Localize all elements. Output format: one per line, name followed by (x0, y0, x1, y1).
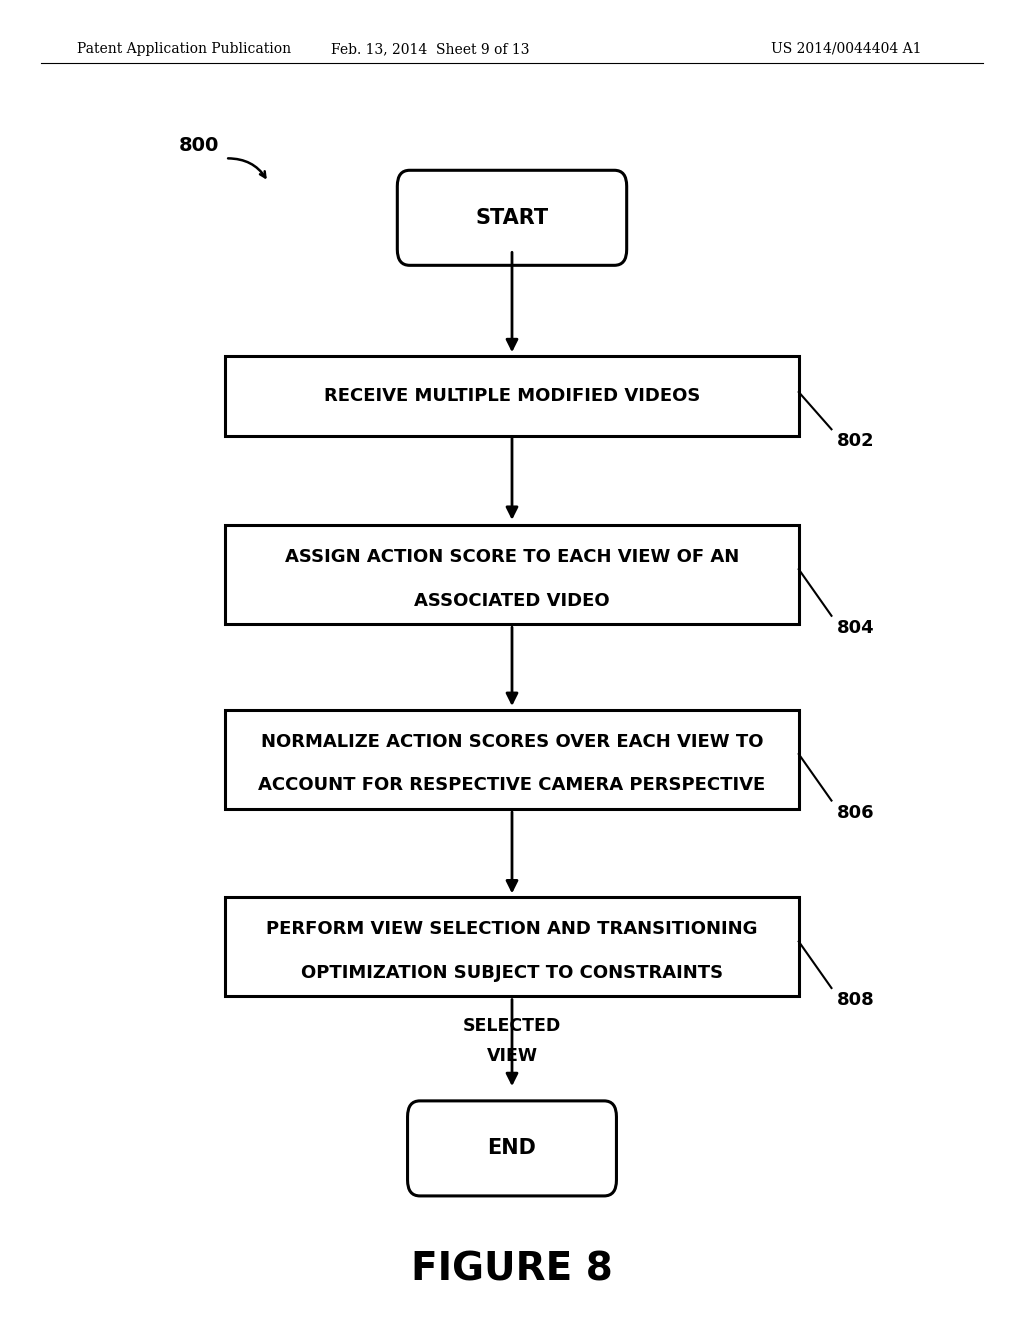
Text: ACCOUNT FOR RESPECTIVE CAMERA PERSPECTIVE: ACCOUNT FOR RESPECTIVE CAMERA PERSPECTIV… (258, 776, 766, 795)
Text: 808: 808 (837, 991, 874, 1008)
Bar (225, 898, 799, 997)
Text: ASSOCIATED VIDEO: ASSOCIATED VIDEO (414, 591, 610, 610)
Text: END: END (487, 1138, 537, 1159)
Text: 804: 804 (837, 619, 874, 636)
Text: RECEIVE MULTIPLE MODIFIED VIDEOS: RECEIVE MULTIPLE MODIFIED VIDEOS (324, 387, 700, 405)
Text: PERFORM VIEW SELECTION AND TRANSITIONING: PERFORM VIEW SELECTION AND TRANSITIONING (266, 920, 758, 939)
Text: Patent Application Publication: Patent Application Publication (77, 42, 291, 55)
Text: OPTIMIZATION SUBJECT TO CONSTRAINTS: OPTIMIZATION SUBJECT TO CONSTRAINTS (301, 964, 723, 982)
Text: 802: 802 (837, 432, 874, 450)
Text: 806: 806 (837, 804, 874, 821)
Text: SELECTED: SELECTED (463, 1016, 561, 1035)
FancyBboxPatch shape (397, 170, 627, 265)
Text: NORMALIZE ACTION SCORES OVER EACH VIEW TO: NORMALIZE ACTION SCORES OVER EACH VIEW T… (261, 733, 763, 751)
Text: VIEW: VIEW (486, 1047, 538, 1065)
Text: FIGURE 8: FIGURE 8 (411, 1251, 613, 1288)
Text: START: START (475, 207, 549, 228)
Text: Feb. 13, 2014  Sheet 9 of 13: Feb. 13, 2014 Sheet 9 of 13 (331, 42, 529, 55)
Bar (225, 710, 799, 808)
Bar (225, 356, 799, 436)
Text: 800: 800 (179, 136, 219, 154)
Text: ASSIGN ACTION SCORE TO EACH VIEW OF AN: ASSIGN ACTION SCORE TO EACH VIEW OF AN (285, 548, 739, 566)
FancyBboxPatch shape (408, 1101, 616, 1196)
Text: US 2014/0044404 A1: US 2014/0044404 A1 (771, 42, 922, 55)
Bar (225, 525, 799, 624)
